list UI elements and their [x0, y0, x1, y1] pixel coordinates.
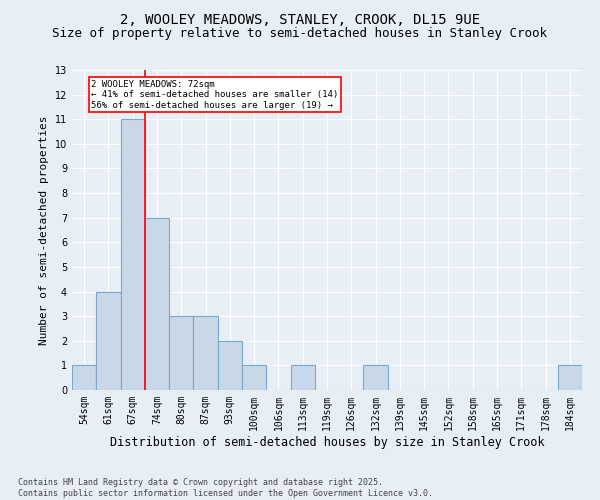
Bar	[218, 341, 242, 390]
Bar	[169, 316, 193, 390]
Bar	[193, 316, 218, 390]
Y-axis label: Number of semi-detached properties: Number of semi-detached properties	[39, 116, 49, 345]
Bar	[290, 366, 315, 390]
Bar	[145, 218, 169, 390]
Bar	[558, 366, 582, 390]
Text: Contains HM Land Registry data © Crown copyright and database right 2025.
Contai: Contains HM Land Registry data © Crown c…	[18, 478, 433, 498]
X-axis label: Distribution of semi-detached houses by size in Stanley Crook: Distribution of semi-detached houses by …	[110, 436, 544, 448]
Bar	[121, 119, 145, 390]
Text: 2, WOOLEY MEADOWS, STANLEY, CROOK, DL15 9UE: 2, WOOLEY MEADOWS, STANLEY, CROOK, DL15 …	[120, 12, 480, 26]
Text: 2 WOOLEY MEADOWS: 72sqm
← 41% of semi-detached houses are smaller (14)
56% of se: 2 WOOLEY MEADOWS: 72sqm ← 41% of semi-de…	[91, 80, 338, 110]
Bar	[72, 366, 96, 390]
Text: Size of property relative to semi-detached houses in Stanley Crook: Size of property relative to semi-detach…	[53, 28, 548, 40]
Bar	[96, 292, 121, 390]
Bar	[364, 366, 388, 390]
Bar	[242, 366, 266, 390]
